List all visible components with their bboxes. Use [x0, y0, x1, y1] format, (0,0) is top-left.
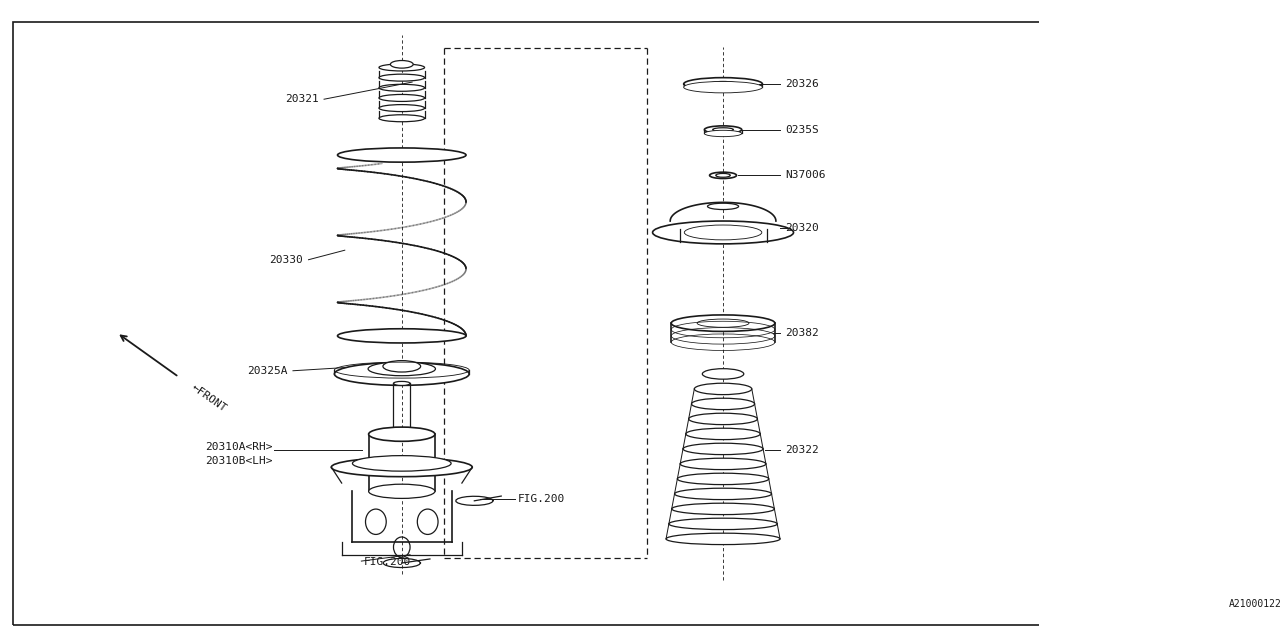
Ellipse shape [338, 329, 466, 343]
Ellipse shape [689, 413, 758, 424]
Ellipse shape [691, 398, 755, 410]
Ellipse shape [379, 104, 425, 111]
Ellipse shape [352, 456, 451, 471]
Text: 20310B<LH>: 20310B<LH> [205, 456, 273, 466]
Text: 20310A<RH>: 20310A<RH> [205, 442, 273, 452]
Ellipse shape [379, 84, 425, 92]
Ellipse shape [709, 172, 736, 179]
Ellipse shape [703, 369, 744, 379]
Ellipse shape [677, 473, 769, 484]
Text: 20322: 20322 [785, 445, 819, 455]
Ellipse shape [383, 360, 421, 372]
Text: 20326: 20326 [785, 79, 819, 89]
Text: 20325A: 20325A [247, 365, 288, 376]
Ellipse shape [379, 115, 425, 122]
Text: 20330: 20330 [270, 255, 303, 265]
Ellipse shape [704, 131, 741, 137]
Ellipse shape [389, 435, 415, 440]
Ellipse shape [694, 383, 751, 395]
Circle shape [393, 537, 410, 557]
Ellipse shape [671, 315, 774, 332]
Ellipse shape [669, 518, 777, 529]
Ellipse shape [379, 95, 425, 101]
Text: 0235S: 0235S [785, 125, 819, 134]
Ellipse shape [379, 64, 425, 71]
Text: 20382: 20382 [785, 328, 819, 338]
Ellipse shape [675, 488, 772, 500]
Ellipse shape [653, 221, 794, 244]
Text: N37006: N37006 [785, 170, 826, 180]
Ellipse shape [369, 484, 435, 499]
Ellipse shape [716, 173, 731, 177]
Ellipse shape [393, 381, 410, 385]
Ellipse shape [708, 203, 739, 209]
Ellipse shape [684, 81, 763, 93]
Ellipse shape [680, 458, 765, 470]
Ellipse shape [379, 74, 425, 81]
Text: FIG.200: FIG.200 [518, 494, 564, 504]
Circle shape [366, 509, 387, 534]
Ellipse shape [704, 126, 741, 134]
Ellipse shape [684, 444, 763, 454]
Ellipse shape [713, 128, 733, 132]
Ellipse shape [332, 458, 472, 477]
Text: 20321: 20321 [285, 94, 319, 104]
Ellipse shape [686, 428, 760, 440]
Ellipse shape [369, 362, 435, 376]
Ellipse shape [709, 81, 736, 86]
Text: FIG.200: FIG.200 [364, 557, 411, 567]
Ellipse shape [390, 61, 413, 68]
Ellipse shape [684, 77, 763, 90]
Ellipse shape [666, 533, 780, 545]
Circle shape [417, 509, 438, 534]
Text: A210001226: A210001226 [1229, 598, 1280, 609]
Text: 20320: 20320 [785, 223, 819, 233]
Ellipse shape [338, 148, 466, 162]
Ellipse shape [672, 503, 774, 515]
Ellipse shape [334, 362, 470, 385]
Ellipse shape [369, 427, 435, 442]
Text: ←FRONT: ←FRONT [189, 382, 228, 413]
